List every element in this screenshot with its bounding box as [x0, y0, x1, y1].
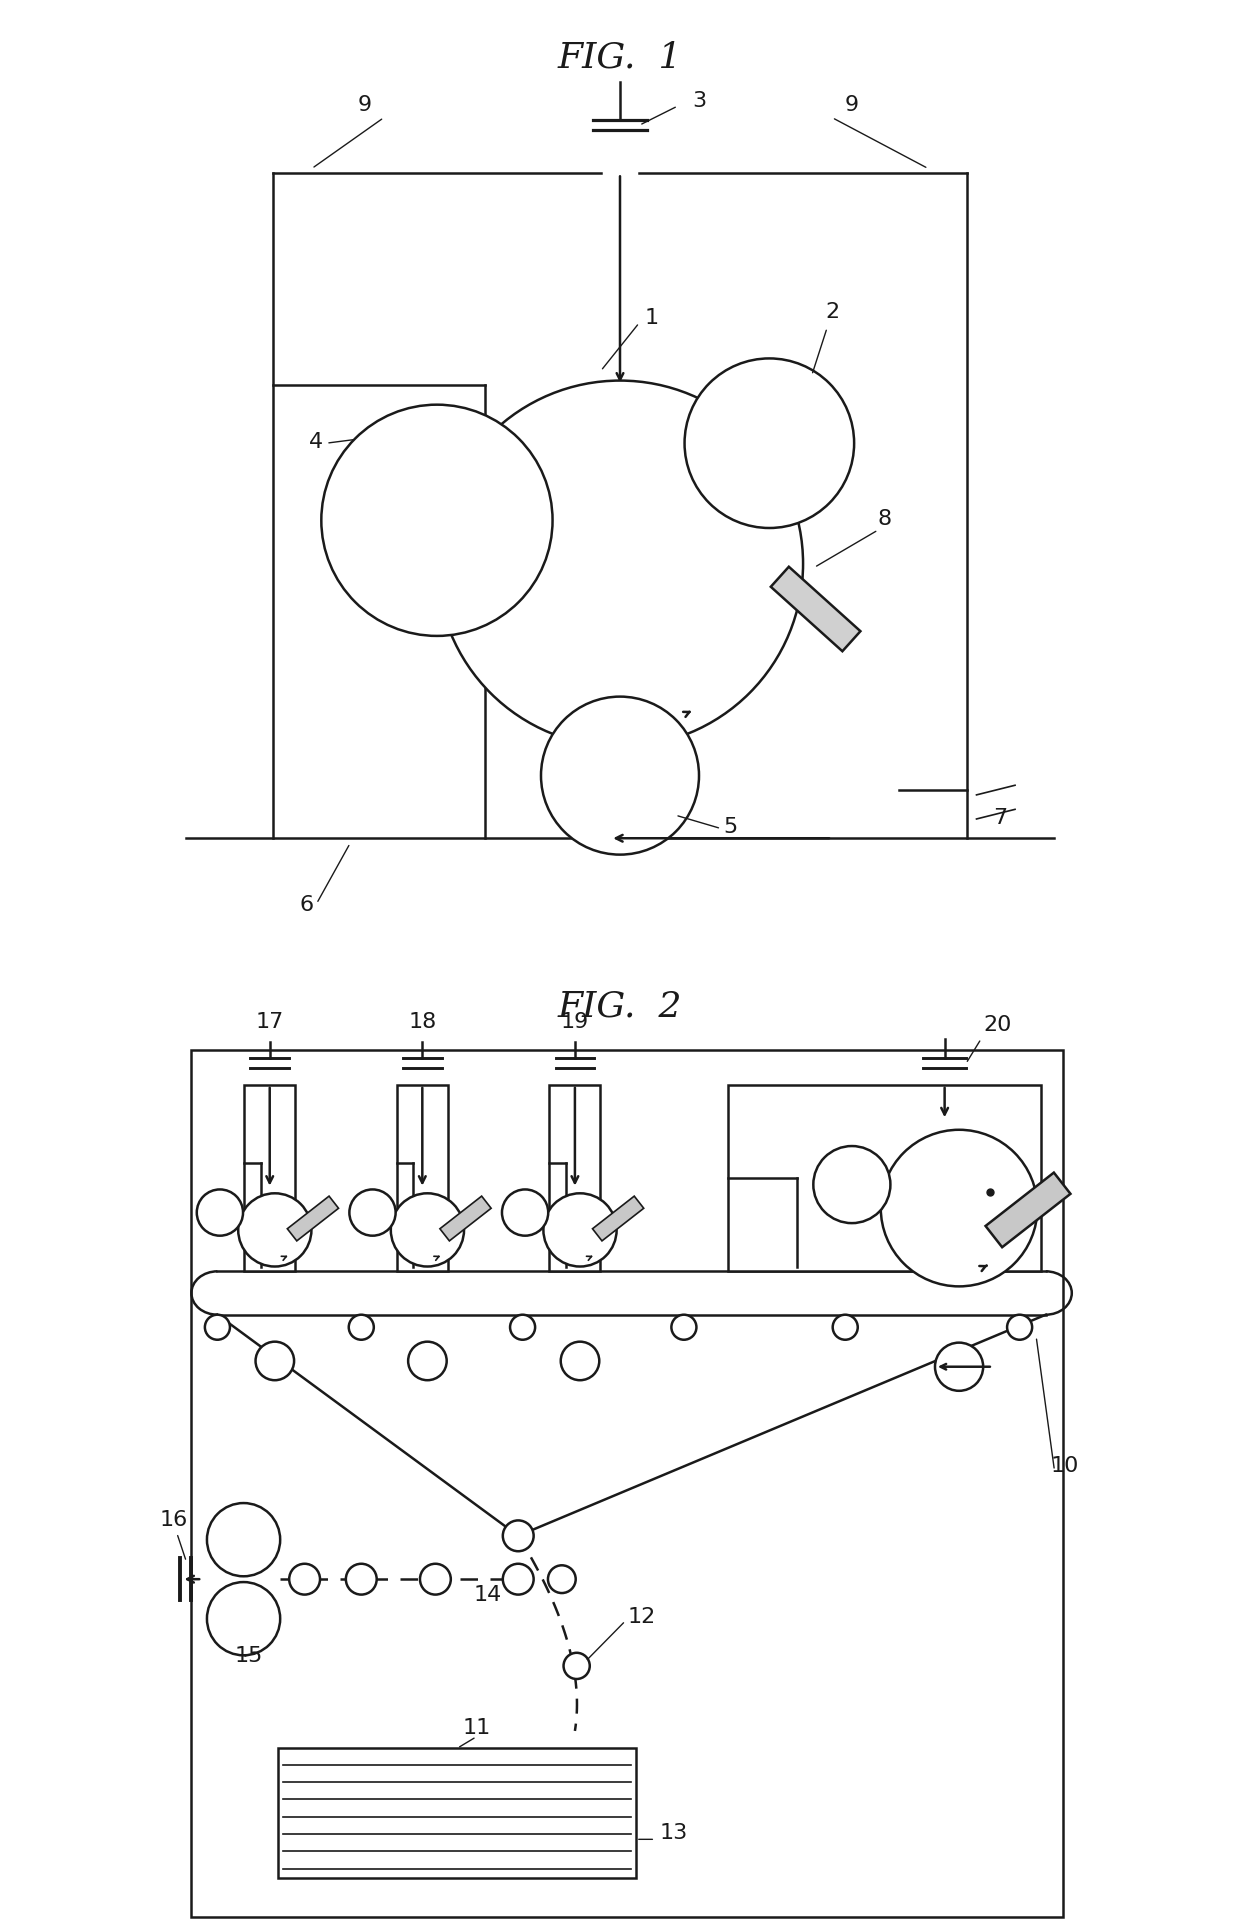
Circle shape: [436, 382, 804, 748]
Text: 12: 12: [627, 1607, 656, 1626]
Bar: [244, 1085, 295, 1272]
Text: 4: 4: [310, 432, 324, 453]
Text: 9: 9: [357, 94, 372, 116]
Circle shape: [408, 1341, 446, 1380]
Text: FIG.  1: FIG. 1: [558, 40, 682, 75]
Circle shape: [420, 1565, 451, 1596]
Text: 15: 15: [234, 1646, 263, 1667]
Text: 10: 10: [1050, 1457, 1079, 1476]
Circle shape: [207, 1582, 280, 1655]
Circle shape: [935, 1343, 983, 1391]
Circle shape: [197, 1189, 243, 1235]
Circle shape: [1007, 1314, 1032, 1339]
Text: 11: 11: [463, 1717, 491, 1738]
Circle shape: [510, 1314, 536, 1339]
Text: 8: 8: [878, 509, 892, 530]
Circle shape: [548, 1565, 575, 1594]
Circle shape: [502, 1565, 533, 1596]
Circle shape: [346, 1565, 377, 1596]
Circle shape: [321, 405, 553, 636]
Circle shape: [391, 1193, 464, 1266]
Text: 6: 6: [300, 894, 314, 915]
Text: 9: 9: [844, 94, 858, 116]
Circle shape: [813, 1147, 890, 1224]
Text: 1: 1: [644, 308, 658, 328]
Text: 13: 13: [660, 1823, 688, 1844]
Circle shape: [207, 1503, 280, 1576]
Circle shape: [289, 1565, 320, 1596]
Bar: [728, 1085, 1042, 1272]
Text: 19: 19: [560, 1012, 589, 1033]
Text: 14: 14: [474, 1584, 502, 1605]
Text: 2: 2: [825, 303, 839, 322]
Circle shape: [348, 1314, 373, 1339]
Circle shape: [671, 1314, 697, 1339]
Text: 20: 20: [983, 1016, 1012, 1035]
Bar: [397, 1085, 448, 1272]
Circle shape: [684, 358, 854, 528]
Text: 7: 7: [993, 807, 1008, 829]
Bar: [288, 1197, 339, 1241]
Bar: [279, 1748, 636, 1879]
Text: 3: 3: [692, 91, 707, 112]
Bar: [593, 1197, 644, 1241]
Bar: [440, 1197, 491, 1241]
Circle shape: [880, 1129, 1038, 1287]
Bar: [986, 1174, 1070, 1247]
Text: 18: 18: [408, 1012, 436, 1033]
Circle shape: [205, 1314, 229, 1339]
Bar: [549, 1085, 600, 1272]
Circle shape: [833, 1314, 858, 1339]
Text: FIG.  2: FIG. 2: [558, 990, 682, 1023]
Circle shape: [502, 1520, 533, 1551]
Circle shape: [560, 1341, 599, 1380]
Text: 16: 16: [160, 1511, 188, 1530]
Circle shape: [563, 1653, 590, 1678]
Circle shape: [350, 1189, 396, 1235]
Circle shape: [541, 698, 699, 856]
Circle shape: [255, 1341, 294, 1380]
Text: 17: 17: [255, 1012, 284, 1033]
Circle shape: [238, 1193, 311, 1266]
Text: 5: 5: [724, 817, 738, 838]
Bar: [771, 567, 861, 651]
Circle shape: [543, 1193, 616, 1266]
Circle shape: [502, 1189, 548, 1235]
